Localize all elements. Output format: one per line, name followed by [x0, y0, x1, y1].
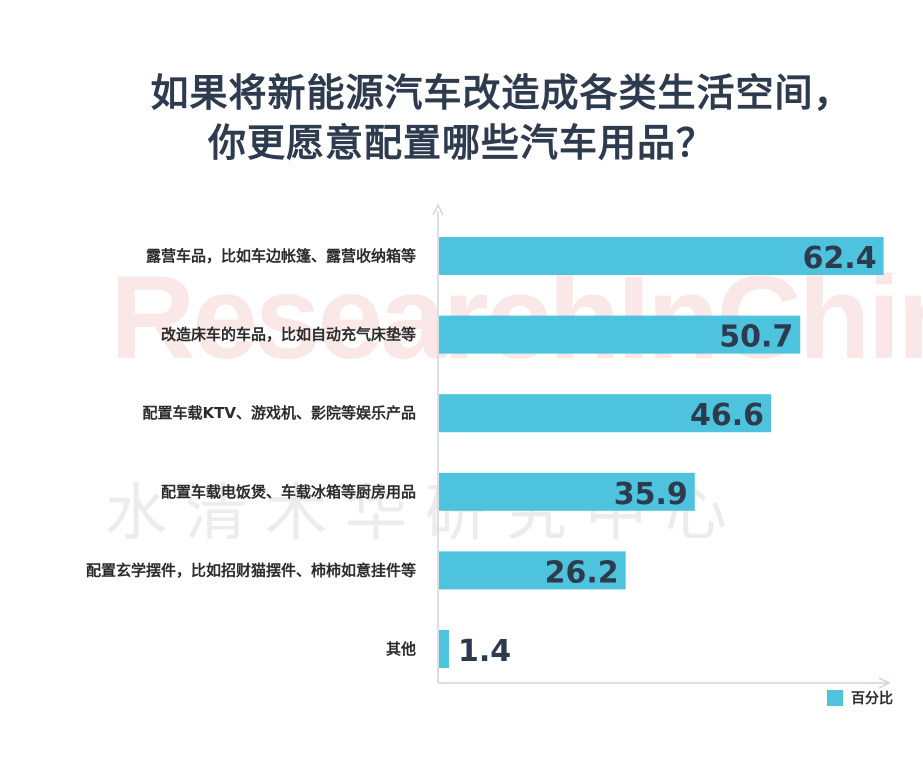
- bar: [439, 551, 626, 590]
- category-label: 配置玄学摆件，比如招财猫摆件、柿柿如意挂件等: [86, 561, 416, 579]
- data-label: 62.4: [803, 241, 877, 276]
- chart-title-line2: 你更愿意配置哪些汽车用品？: [207, 121, 715, 165]
- bar: [439, 472, 695, 511]
- legend: 百分比: [827, 688, 893, 708]
- legend-swatch: [827, 690, 843, 706]
- data-label: 46.6: [690, 398, 764, 433]
- data-label: 26.2: [545, 555, 619, 590]
- category-label: 改造床车的车品，比如自动充气床垫等: [161, 326, 416, 344]
- category-label: 露营车品，比如车边帐篷、露营收纳箱等: [146, 247, 416, 265]
- bar: [439, 630, 449, 668]
- y-axis-arrow: [432, 203, 444, 216]
- category-label: 配置车载电饭煲、车载冰箱等厨房用品: [161, 483, 416, 501]
- bar: [439, 237, 884, 275]
- bar: [439, 394, 772, 433]
- data-label: 35.9: [614, 477, 688, 512]
- legend-label: 百分比: [851, 691, 893, 707]
- category-label: 其他: [386, 640, 416, 658]
- bar: [439, 315, 801, 354]
- x-axis-arrow: [878, 677, 891, 689]
- chart-title-line1: 如果将新能源汽车改造成各类生活空间，: [150, 71, 853, 115]
- data-label: 50.7: [719, 320, 793, 355]
- category-label: 配置车载KTV、游戏机、影院等娱乐产品: [143, 404, 416, 422]
- data-label: 1.4: [458, 634, 511, 669]
